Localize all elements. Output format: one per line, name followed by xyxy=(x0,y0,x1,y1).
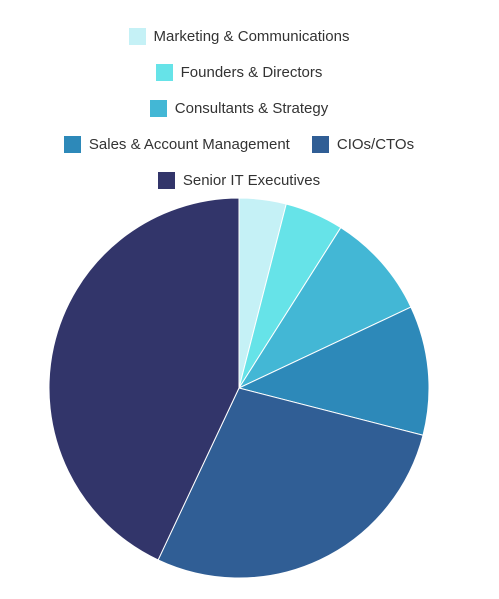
legend-swatch xyxy=(128,27,146,45)
legend-row: Senior IT Executives xyxy=(0,162,478,198)
legend-item-cios-ctos[interactable]: CIOs/CTOs xyxy=(311,135,415,153)
legend-row: Consultants & Strategy xyxy=(0,90,478,126)
legend-item-senior-it-executives[interactable]: Senior IT Executives xyxy=(157,171,321,189)
legend-swatch xyxy=(157,171,175,189)
legend-item-sales-account-management[interactable]: Sales & Account Management xyxy=(63,135,290,153)
legend-row: Sales & Account Management CIOs/CTOs xyxy=(0,126,478,162)
chart-legend: Marketing & Communications Founders & Di… xyxy=(0,18,478,198)
legend-label: Marketing & Communications xyxy=(153,27,350,45)
legend-swatch xyxy=(63,135,81,153)
legend-swatch xyxy=(311,135,329,153)
pie-slice-senior-it-executives[interactable] xyxy=(48,197,240,561)
legend-label: Sales & Account Management xyxy=(88,135,290,153)
legend-item-founders-directors[interactable]: Founders & Directors xyxy=(155,63,323,81)
pie-slice-cios-ctos[interactable] xyxy=(157,387,424,579)
legend-swatch xyxy=(155,63,173,81)
legend-label: Senior IT Executives xyxy=(182,171,321,189)
legend-row: Founders & Directors xyxy=(0,54,478,90)
legend-item-marketing-communications[interactable]: Marketing & Communications xyxy=(128,27,350,45)
legend-row: Marketing & Communications xyxy=(0,18,478,54)
legend-label: Founders & Directors xyxy=(180,63,323,81)
legend-label: Consultants & Strategy xyxy=(174,99,329,117)
pie-slice-consultants-strategy[interactable] xyxy=(237,226,412,390)
legend-item-consultants-strategy[interactable]: Consultants & Strategy xyxy=(149,99,329,117)
legend-label: CIOs/CTOs xyxy=(336,135,415,153)
pie-slice-sales-account-management[interactable] xyxy=(237,306,430,436)
legend-swatch xyxy=(149,99,167,117)
